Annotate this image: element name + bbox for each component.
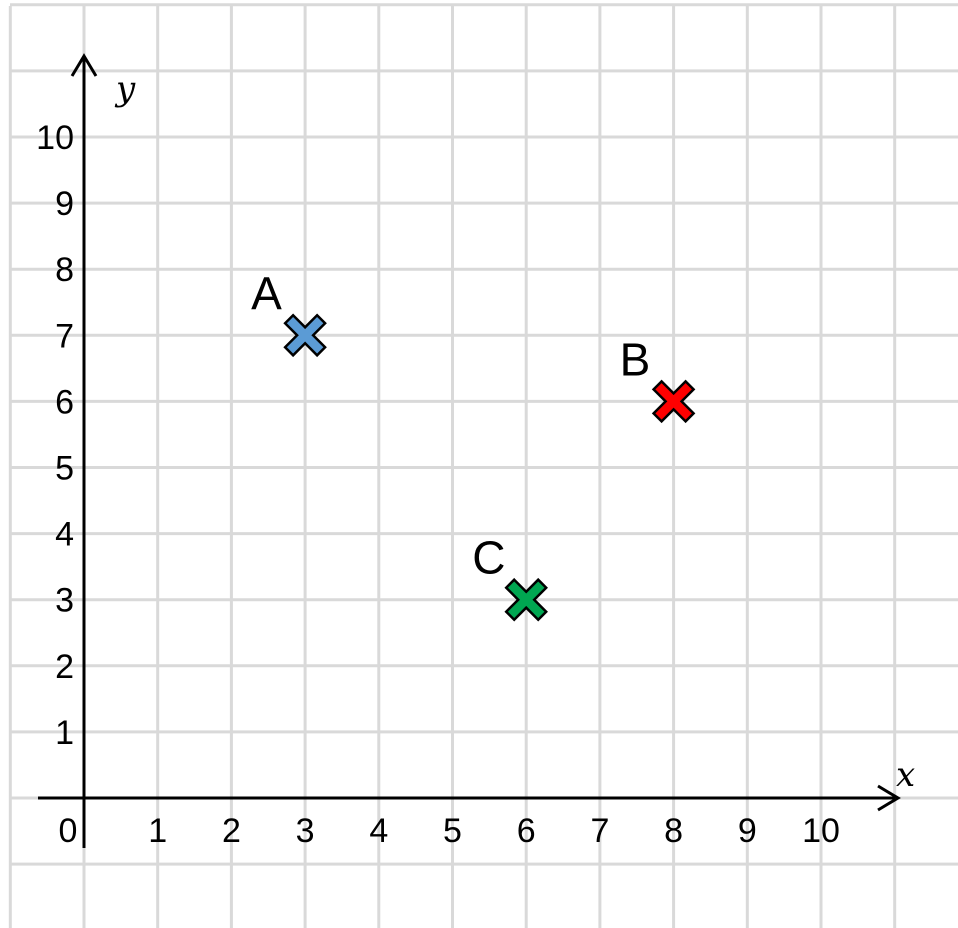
x-tick-label: 3: [296, 812, 315, 850]
axes: xy: [38, 53, 915, 848]
tick-labels: 0 1 2 3 4 5 6 7 8 9 10 1 2 3 4 5 6 7 8 9 10: [36, 119, 840, 850]
y-tick-label: 10: [36, 119, 74, 157]
point-b-label: B: [620, 333, 651, 385]
point-a-label: A: [251, 267, 282, 319]
x-tick-label: 10: [802, 812, 840, 850]
y-axis-label: y: [114, 69, 136, 109]
grid-lines: [8, 3, 958, 928]
y-tick-label: 7: [55, 317, 74, 355]
origin-label: 0: [59, 812, 78, 850]
point-c-marker: [504, 577, 548, 622]
y-tick-label: 5: [55, 450, 74, 488]
point-a-marker: [283, 313, 327, 358]
y-tick-label: 3: [55, 582, 74, 620]
y-axis-arrowhead: [70, 53, 98, 77]
y-tick-label: 9: [55, 185, 74, 223]
x-tick-label: 4: [369, 812, 388, 850]
y-tick-label: 8: [55, 251, 74, 289]
x-tick-label: 2: [222, 812, 241, 850]
point-b-marker: [651, 379, 696, 424]
x-tick-label: 7: [590, 812, 609, 850]
y-tick-label: 2: [55, 648, 74, 686]
x-tick-label: 1: [148, 812, 167, 850]
x-tick-label: 6: [517, 812, 536, 850]
data-points: A B C: [251, 267, 696, 622]
x-tick-label: 9: [738, 812, 757, 850]
point-c-label: C: [472, 532, 505, 584]
x-tick-label: 5: [443, 812, 462, 850]
y-tick-label: 1: [55, 714, 74, 752]
x-tick-label: 8: [664, 812, 683, 850]
y-tick-label: 4: [55, 516, 74, 554]
y-tick-label: 6: [55, 383, 74, 421]
x-axis-arrowhead: [877, 784, 901, 812]
x-axis-label: x: [896, 755, 915, 795]
